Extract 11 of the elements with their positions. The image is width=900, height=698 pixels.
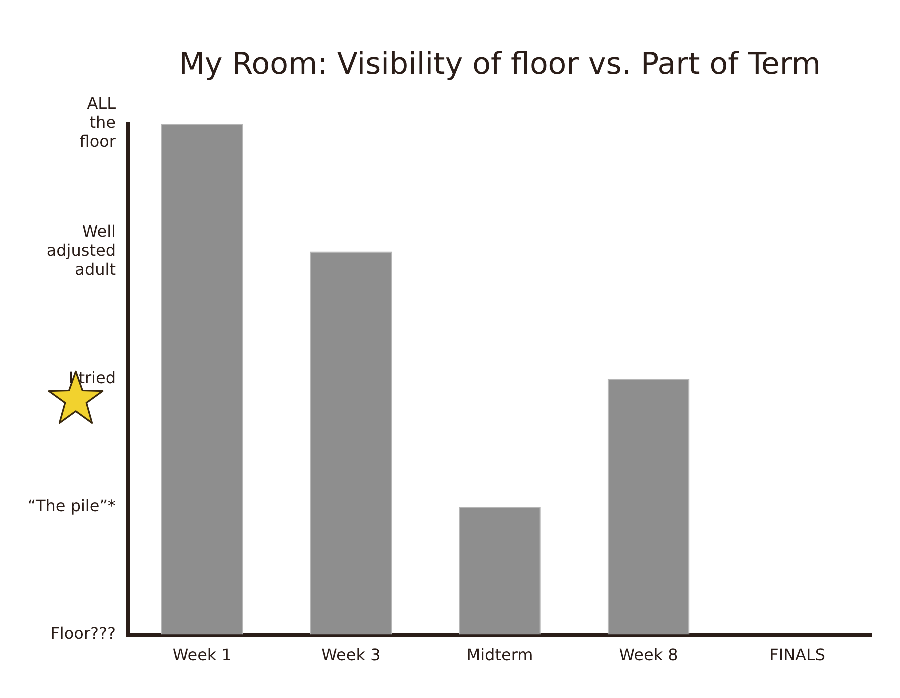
x-tick-label: Midterm [466,646,534,665]
text: “The pile”* [28,496,116,516]
text: I tried [68,368,116,388]
text: Floor??? [50,624,116,643]
chart-title: My Room: Visibility of floor vs. Part of Term [179,46,821,82]
x-tick-label: Week 3 [322,646,381,665]
x-tick-label: Week 8 [619,646,678,665]
x-tick-label: Week 1 [172,646,232,665]
x-tick-label: FINALS [770,646,826,665]
text: ALL the floor [80,94,116,152]
text: Well adjusted adult [46,222,116,279]
